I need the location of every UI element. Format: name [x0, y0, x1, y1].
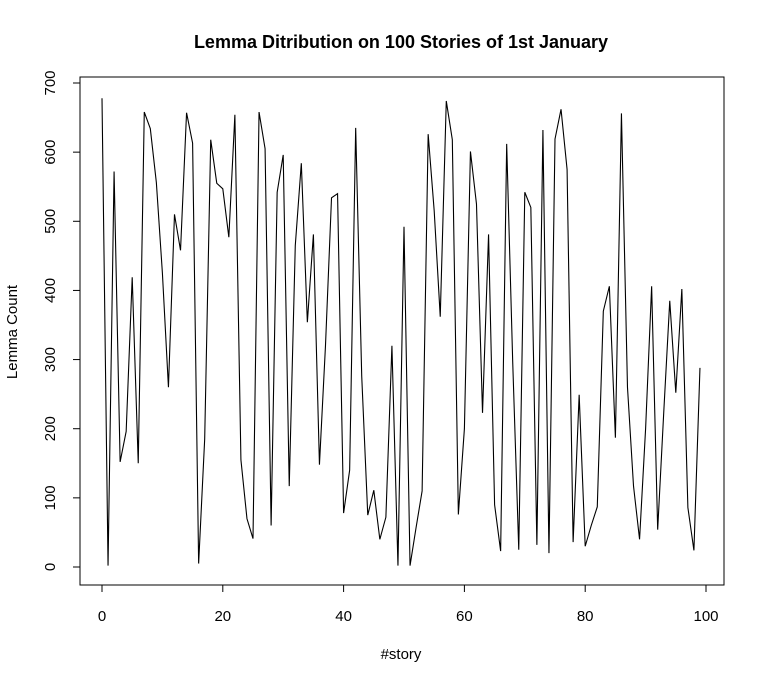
x-tick-label: 40	[335, 608, 352, 625]
chart-title: Lemma Ditribution on 100 Stories of 1st …	[194, 32, 608, 52]
series-line-0	[101, 98, 701, 566]
y-axis-label: Lemma Count	[4, 284, 21, 379]
x-axis: 0 20 40 60 80 100	[98, 584, 719, 625]
y-tick-label: 600	[42, 140, 59, 165]
y-tick-label: 700	[42, 70, 59, 95]
x-tick-label: 20	[214, 608, 231, 625]
x-axis-label: #story	[381, 646, 422, 663]
x-tick-label: 80	[577, 608, 594, 625]
y-axis: 0 100 200 300 400 500 600 700	[42, 70, 81, 571]
x-tick-label: 0	[98, 608, 106, 625]
y-tick-label: 200	[42, 416, 59, 441]
x-tick-label: 100	[693, 608, 718, 625]
y-tick-label: 100	[42, 485, 59, 510]
y-tick-label: 300	[42, 347, 59, 372]
y-tick-label: 500	[42, 209, 59, 234]
y-tick-label: 0	[42, 563, 59, 571]
series-layer	[101, 98, 701, 566]
y-tick-label: 400	[42, 278, 59, 303]
x-tick-label: 60	[456, 608, 473, 625]
